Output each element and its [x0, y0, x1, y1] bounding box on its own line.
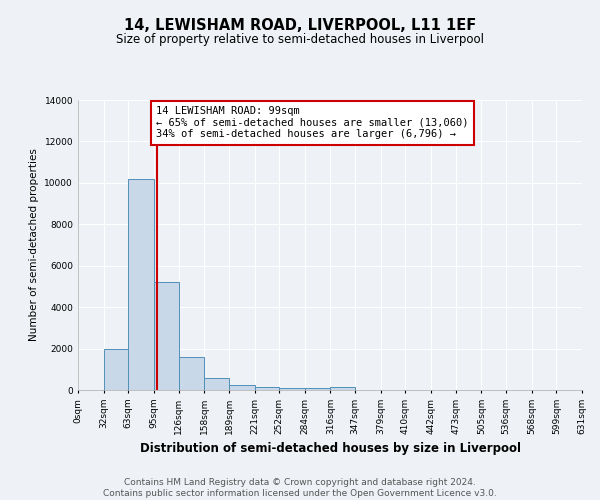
Bar [104, 348, 128, 390]
Bar [229, 385, 254, 390]
Bar [279, 388, 305, 390]
Bar [254, 387, 279, 390]
Text: 14 LEWISHAM ROAD: 99sqm
← 65% of semi-detached houses are smaller (13,060)
34% o: 14 LEWISHAM ROAD: 99sqm ← 65% of semi-de… [156, 106, 469, 140]
Bar [179, 357, 204, 390]
Y-axis label: Number of semi-detached properties: Number of semi-detached properties [29, 148, 39, 342]
Text: Size of property relative to semi-detached houses in Liverpool: Size of property relative to semi-detach… [116, 32, 484, 46]
Bar [128, 178, 154, 390]
Bar [154, 282, 179, 390]
Text: 14, LEWISHAM ROAD, LIVERPOOL, L11 1EF: 14, LEWISHAM ROAD, LIVERPOOL, L11 1EF [124, 18, 476, 32]
Text: Contains HM Land Registry data © Crown copyright and database right 2024.
Contai: Contains HM Land Registry data © Crown c… [103, 478, 497, 498]
X-axis label: Distribution of semi-detached houses by size in Liverpool: Distribution of semi-detached houses by … [139, 442, 521, 456]
Bar [331, 387, 355, 390]
Bar [204, 378, 229, 390]
Bar [305, 388, 331, 390]
